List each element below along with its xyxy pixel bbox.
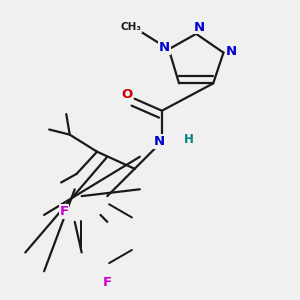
Text: F: F <box>59 205 68 218</box>
Text: N: N <box>193 20 204 34</box>
Text: CH₃: CH₃ <box>121 22 142 32</box>
Text: F: F <box>103 276 112 289</box>
Text: N: N <box>225 45 236 58</box>
Text: H: H <box>184 133 194 146</box>
Text: O: O <box>122 88 133 101</box>
Text: N: N <box>159 41 170 54</box>
Text: N: N <box>154 135 165 148</box>
